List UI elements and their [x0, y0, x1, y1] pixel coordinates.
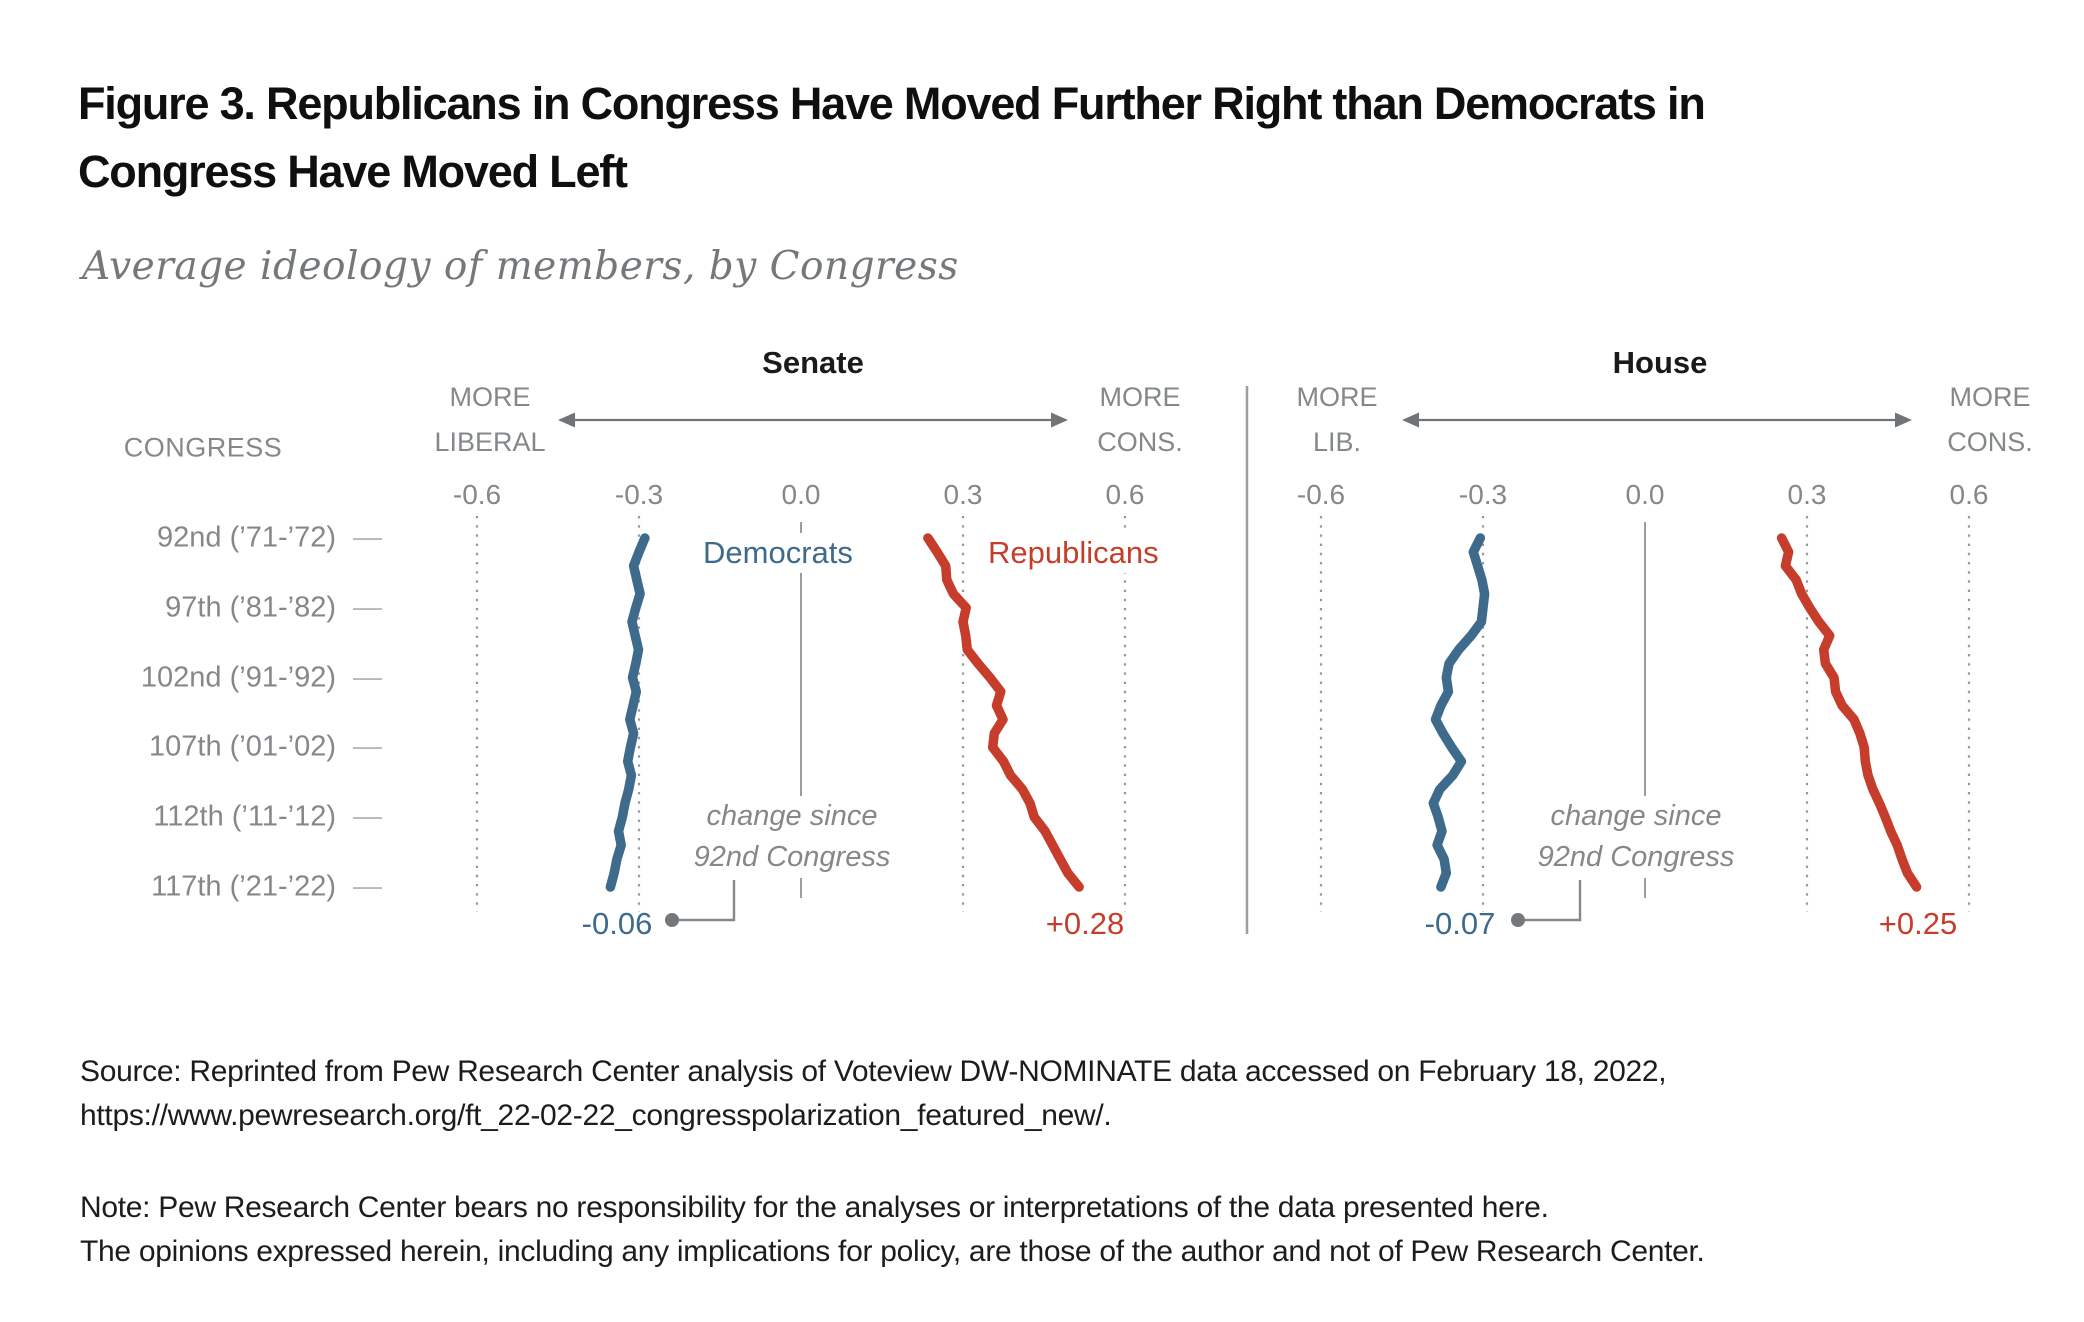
republicans-series-label: Republicans: [981, 533, 1166, 573]
series-line-republicans: [1776, 533, 1922, 892]
note-text: Note: Pew Research Center bears no respo…: [80, 1191, 1705, 1268]
house-change-since-note: change since 92nd Congress: [1527, 796, 1745, 878]
figure-subtitle: Average ideology of members, by Congress: [82, 244, 959, 289]
house-more-cons-label: MORE CONS.: [1947, 382, 2033, 457]
source-text: Source: Reprinted from Pew Research Cent…: [80, 1055, 1667, 1132]
congress-row-tick: —: [353, 730, 382, 763]
congress-row-text: 117th (’21-’22): [151, 870, 336, 903]
axis-arrowhead-left: [1402, 412, 1419, 428]
senate-democrat-change-value: -0.06: [581, 906, 653, 941]
series-line-democrats: [1428, 533, 1490, 892]
house-panel-title: House: [1612, 345, 1708, 380]
congress-row-label: 117th (’21-’22) —: [0, 871, 382, 904]
congress-row-tick: —: [353, 800, 382, 833]
senate-change-since-note: change since 92nd Congress: [683, 796, 901, 878]
axis-tick-label: 0.6: [1105, 479, 1145, 510]
congress-row-label: 112th (’11-’12) —: [0, 801, 382, 834]
connector-dot: [665, 913, 679, 927]
senate-more-liberal-label: MORE LIBERAL: [434, 382, 546, 457]
house-more-lib-label: MORE LIB.: [1296, 382, 1378, 457]
house-democrat-change-value: -0.07: [1424, 906, 1496, 941]
axis-tick-label: 0.3: [1787, 479, 1827, 510]
congress-row-label: 97th (’81-’82) —: [0, 592, 382, 625]
senate-more-cons-label: MORE CONS.: [1097, 382, 1183, 457]
series-line-democrats: [605, 533, 650, 892]
congress-row-label: 92nd (’71-’72) —: [0, 522, 382, 555]
change-connector: [678, 880, 736, 922]
figure-title: Figure 3. Republicans in Congress Have M…: [78, 78, 1706, 197]
axis-tick-label: -0.3: [1458, 479, 1508, 510]
congress-row-text: 92nd (’71-’72): [157, 521, 336, 554]
congress-row-label: 102nd (’91-’92) —: [0, 662, 382, 695]
senate-panel-title: Senate: [762, 345, 864, 380]
axis-tick-label: 0.3: [943, 479, 983, 510]
congress-row-text: 102nd (’91-’92): [140, 661, 336, 694]
senate-republican-change-value: +0.28: [1045, 906, 1125, 941]
congress-row-tick: —: [353, 591, 382, 624]
congress-row-text: 107th (’01-’02): [149, 730, 336, 763]
axis-tick-label: 0.0: [1625, 479, 1665, 510]
congress-row-label: 107th (’01-’02) —: [0, 731, 382, 764]
congress-row-tick: —: [353, 521, 382, 554]
axis-tick-label: -0.6: [452, 479, 502, 510]
democrats-series-label: Democrats: [696, 533, 860, 573]
axis-arrowhead-left: [558, 412, 575, 428]
connector-dot: [1511, 913, 1525, 927]
congress-row-tick: —: [353, 661, 382, 694]
axis-tick-label: 0.6: [1949, 479, 1989, 510]
congress-row-text: 97th (’81-’82): [165, 591, 336, 624]
congress-row-text: 112th (’11-’12): [153, 800, 336, 833]
congress-row-tick: —: [353, 870, 382, 903]
axis-arrowhead-right: [1895, 412, 1912, 428]
congress-column-header: CONGRESS: [123, 432, 283, 463]
axis-arrowhead-right: [1051, 412, 1068, 428]
axis-tick-label: -0.6: [1296, 479, 1346, 510]
series-line-republicans: [923, 533, 1084, 892]
house-republican-change-value: +0.25: [1878, 906, 1958, 941]
axis-tick-label: -0.3: [614, 479, 664, 510]
axis-tick-label: 0.0: [781, 479, 821, 510]
change-connector: [1524, 880, 1582, 922]
